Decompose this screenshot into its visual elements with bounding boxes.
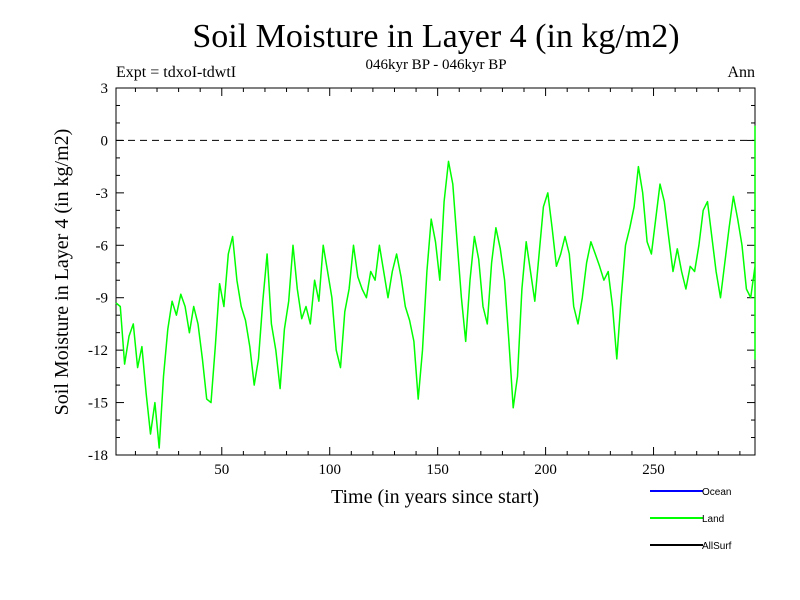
x-axis-label: Time (in years since start) — [331, 486, 539, 508]
y-tick-label: 3 — [101, 81, 109, 97]
x-axis: 50 100 150 200 250 — [134, 88, 741, 478]
y-tick-label: -15 — [88, 396, 108, 412]
legend: Ocean Land AllSurf — [650, 487, 732, 552]
y-axis-label: Soil Moisture in Layer 4 (in kg/m2) — [51, 129, 73, 416]
y-tick-label: -18 — [88, 448, 108, 464]
x-tick-label: 150 — [426, 462, 449, 478]
x-tick-label: 50 — [214, 462, 229, 478]
season-label: Ann — [727, 64, 755, 81]
y-tick-label: -12 — [88, 343, 108, 359]
legend-label-ocean: Ocean — [702, 487, 731, 498]
chart-subtitle: 046kyr BP - 046kyr BP — [365, 57, 506, 73]
x-tick-label: 250 — [642, 462, 665, 478]
y-tick-label: -3 — [96, 186, 109, 202]
y-tick-label: -6 — [96, 238, 109, 254]
legend-label-allsurf: AllSurf — [702, 541, 732, 552]
experiment-label: Expt = tdxoI-tdwtI — [116, 64, 236, 81]
y-axis: 3 0 -3 -6 -9 -12 -15 -18 — [88, 81, 755, 464]
x-tick-label: 100 — [318, 462, 341, 478]
land-series-line — [115, 125, 756, 449]
y-tick-label: 0 — [101, 133, 109, 149]
x-tick-label: 200 — [534, 462, 557, 478]
chart-title: Soil Moisture in Layer 4 (in kg/m2) — [192, 18, 679, 55]
y-tick-label: -9 — [96, 291, 109, 307]
legend-label-land: Land — [702, 514, 724, 525]
